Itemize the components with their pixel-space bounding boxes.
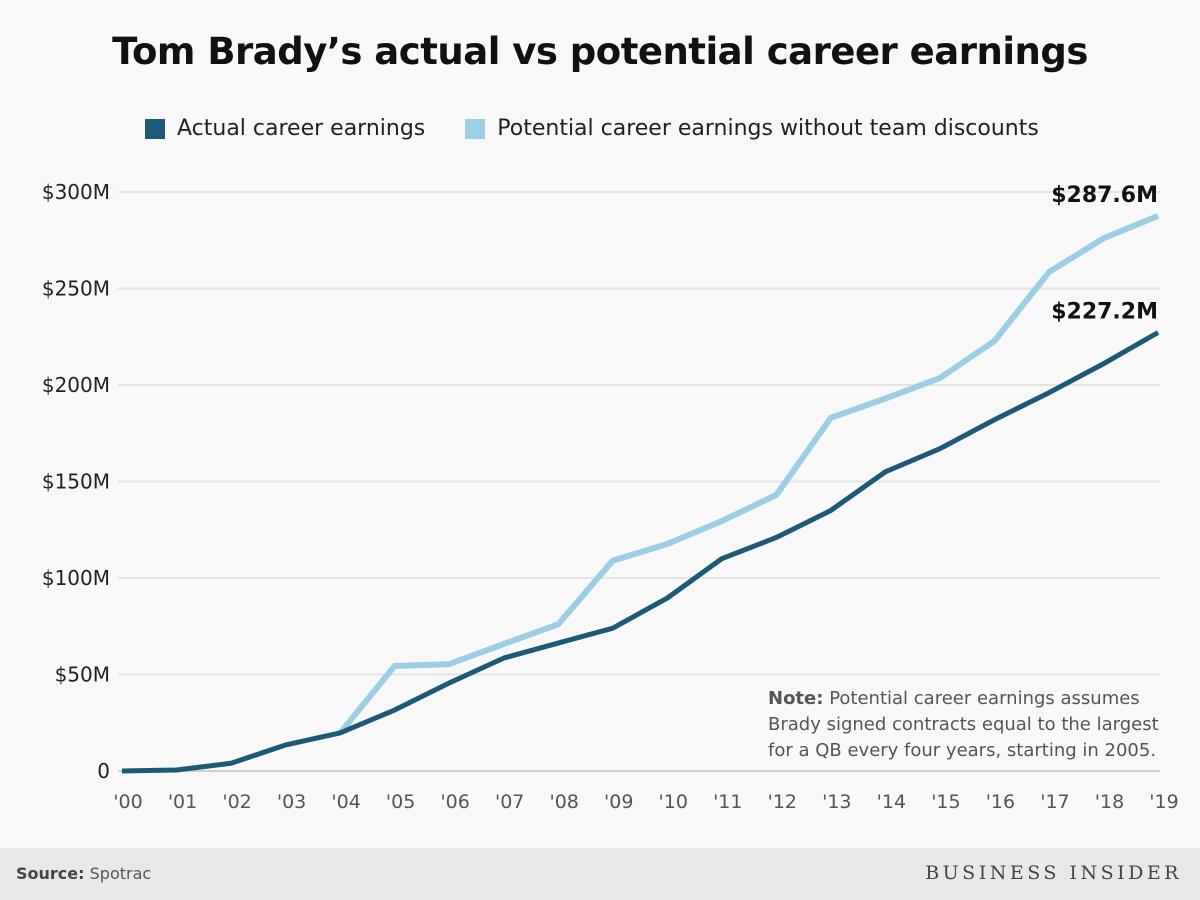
- x-tick-label: '02: [222, 791, 251, 813]
- legend-label-actual: Actual career earnings: [177, 116, 426, 141]
- x-tick-label: '08: [550, 791, 579, 813]
- y-tick-label: $100M: [42, 566, 110, 590]
- x-tick-label: '19: [1149, 791, 1178, 813]
- x-tick-label: '13: [822, 791, 851, 813]
- brand-logo: BUSINESS INSIDER: [925, 862, 1182, 884]
- note-line-3: for a QB every four years, starting in 2…: [768, 740, 1157, 761]
- x-tick-label: '04: [331, 791, 360, 813]
- x-tick-label: '09: [604, 791, 633, 813]
- y-tick-label: 0: [97, 759, 110, 783]
- x-tick-label: '15: [931, 791, 960, 813]
- end-data-label: $287.6M: [1051, 183, 1158, 208]
- x-tick-label: '07: [495, 791, 524, 813]
- legend-item-actual: Actual career earnings: [145, 116, 425, 141]
- x-tick-label: '03: [277, 791, 306, 813]
- series-line-potential: [337, 213, 1160, 735]
- x-tick-label: '01: [168, 791, 197, 813]
- x-tick-label: '17: [1040, 791, 1069, 813]
- x-tick-label: '16: [986, 791, 1015, 813]
- note-line-2: Brady signed contracts equal to the larg…: [768, 714, 1159, 735]
- y-tick-label: $300M: [42, 180, 110, 204]
- footer: Source: Spotrac BUSINESS INSIDER: [0, 848, 1200, 900]
- x-tick-label: '00: [113, 791, 142, 813]
- x-tick-label: '05: [386, 791, 415, 813]
- legend-item-potential: Potential career earnings without team d…: [465, 116, 1039, 141]
- x-tick-label: '12: [768, 791, 797, 813]
- legend-swatch-actual: [145, 118, 165, 139]
- y-tick-label: $200M: [42, 373, 110, 397]
- legend: Actual career earnings Potential career …: [145, 116, 1039, 141]
- source-value: Spotrac: [89, 864, 152, 883]
- line-chart: 0 $50M $100M $150M $200M $250M $300M '00 '01 '02 '…: [42, 180, 1179, 813]
- note-line-1: Potential career earnings assumes: [829, 688, 1140, 709]
- chart-title: Tom Brady’s actual vs potential career e…: [112, 30, 1088, 73]
- series-line-actual: [121, 330, 1160, 774]
- x-tick-label: '18: [1095, 791, 1124, 813]
- x-tick-label: '14: [877, 791, 906, 813]
- source: Source: Spotrac: [16, 864, 151, 883]
- source-label: Source:: [16, 864, 85, 883]
- x-tick-label: '10: [659, 791, 688, 813]
- legend-swatch-potential: [465, 118, 486, 139]
- chart-note: Note: Potential career earnings assumes …: [768, 686, 1159, 764]
- x-tick-label: '06: [440, 791, 469, 813]
- legend-label-potential: Potential career earnings without team d…: [497, 116, 1039, 141]
- x-tick-label: '11: [713, 791, 742, 813]
- note-label: Note:: [768, 688, 824, 709]
- y-tick-label: $250M: [42, 277, 110, 301]
- end-data-label: $227.2M: [1051, 300, 1158, 325]
- y-tick-label: $150M: [42, 470, 110, 494]
- y-tick-label: $50M: [55, 663, 110, 687]
